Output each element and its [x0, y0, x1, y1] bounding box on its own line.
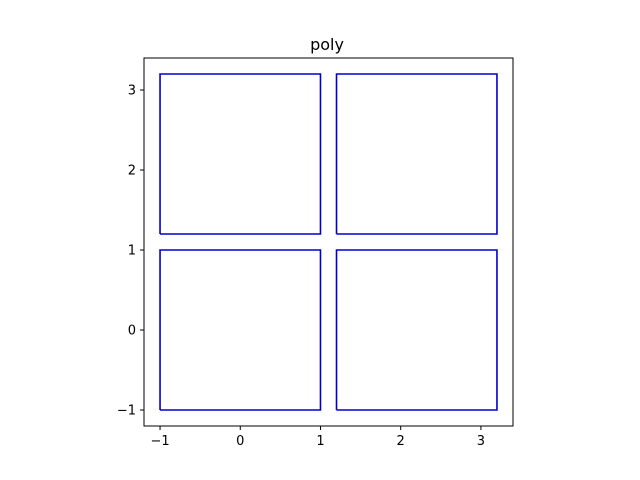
y-tick-label: 0 — [128, 324, 136, 339]
y-tick-label: −1 — [117, 404, 136, 419]
x-tick-label: 2 — [397, 434, 405, 449]
axes-frame — [143, 57, 514, 427]
polygon-4 — [335, 73, 498, 235]
polygon-2 — [335, 249, 498, 411]
y-tick-label: 1 — [128, 244, 136, 259]
x-tick-label: 3 — [477, 434, 485, 449]
polygon-layer — [159, 73, 498, 411]
y-tick-label: 2 — [128, 164, 136, 179]
polygon-3 — [159, 73, 322, 235]
x-tick-label: 1 — [316, 434, 324, 449]
x-tick-label: 0 — [236, 434, 244, 449]
chart-title: poly — [310, 35, 344, 54]
y-tick-label: 3 — [128, 84, 136, 99]
x-tick-label: −1 — [150, 434, 169, 449]
axes: −1 0 1 2 3 −1 0 1 2 3 — [117, 57, 514, 449]
polygon-1 — [159, 249, 322, 411]
